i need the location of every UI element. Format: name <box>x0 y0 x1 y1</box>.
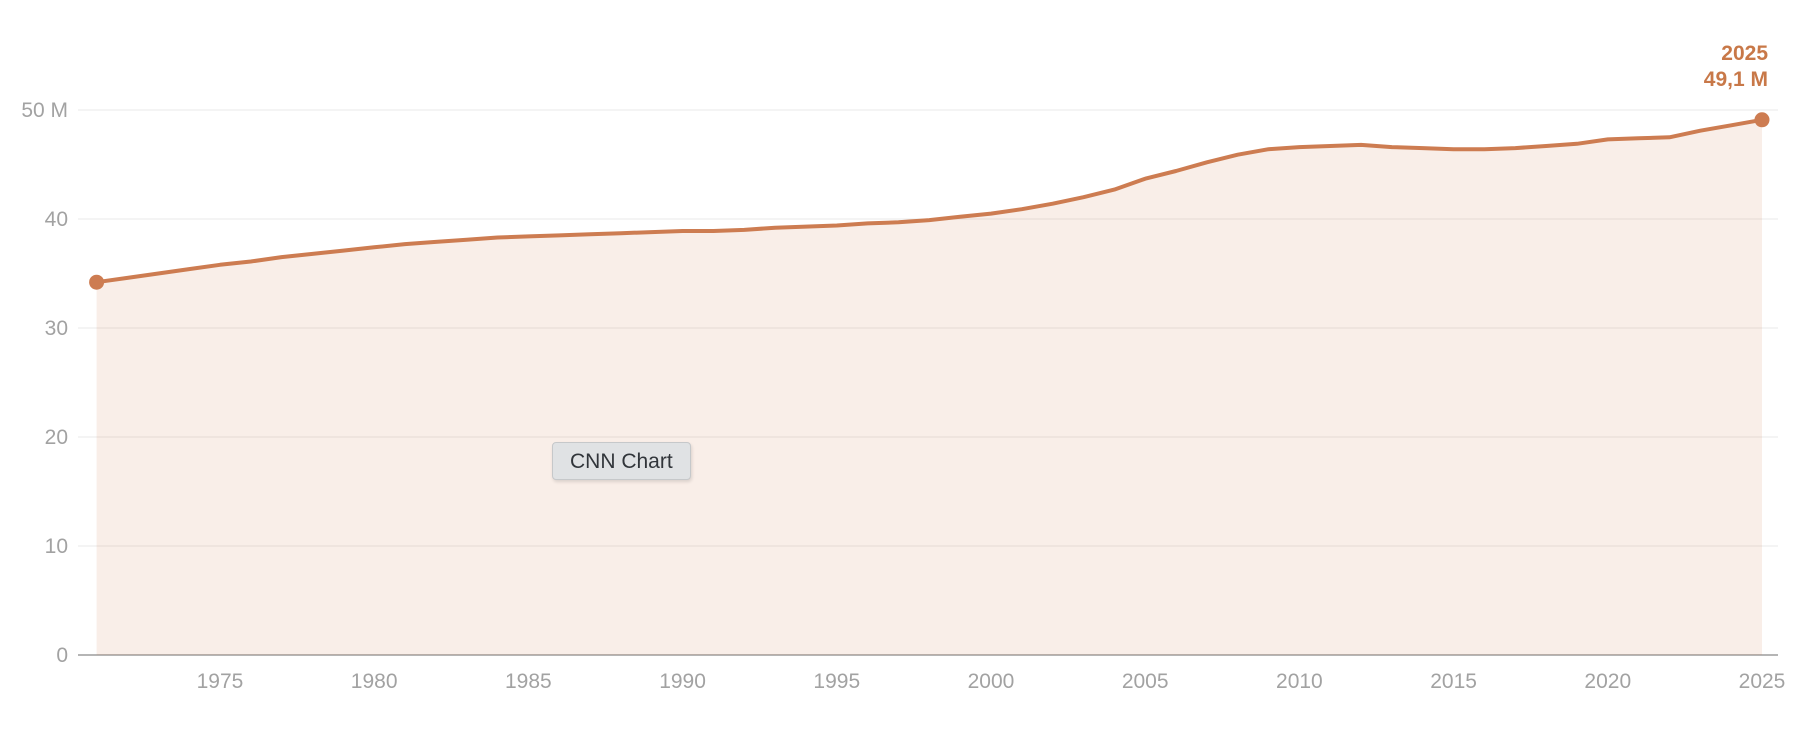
chart-title-label: CNN Chart <box>570 450 673 473</box>
x-axis-tick-label: 1975 <box>197 670 244 693</box>
annotation-value-label: 49,1 M <box>1703 68 1768 91</box>
y-axis-tick-label: 30 <box>45 317 68 340</box>
x-axis-tick-label: 2005 <box>1122 670 1169 693</box>
x-axis-tick-label: 2000 <box>968 670 1015 693</box>
series-line <box>94 117 1764 285</box>
chart-title-tooltip[interactable]: CNN Chart <box>552 442 691 480</box>
x-axis-tick-label: 1995 <box>813 670 860 693</box>
y-axis-tick-label: 0 <box>56 644 68 667</box>
y-axis-tick-label: 40 <box>45 208 68 231</box>
x-axis-tick-label: 1985 <box>505 670 552 693</box>
x-axis-tick-label: 1990 <box>659 670 706 693</box>
end-point-annotation: 2025 49,1 M <box>1704 41 1768 93</box>
x-axis-tick-label: 1980 <box>351 670 398 693</box>
annotation-year-label: 2025 <box>1721 42 1768 65</box>
y-axis-tick-label: 20 <box>45 426 68 449</box>
y-axis-tick-label: 10 <box>45 535 68 558</box>
x-axis-tick-label: 2010 <box>1276 670 1323 693</box>
x-axis-tick-label: 2015 <box>1430 670 1477 693</box>
series-end-point <box>1754 112 1770 128</box>
x-axis-tick-label: 2020 <box>1584 670 1631 693</box>
series-area-fill <box>96 119 1763 656</box>
series-start-point <box>89 274 105 290</box>
y-axis-tick-label: 50 M <box>21 99 68 122</box>
x-axis-tick-label: 2025 <box>1739 670 1786 693</box>
